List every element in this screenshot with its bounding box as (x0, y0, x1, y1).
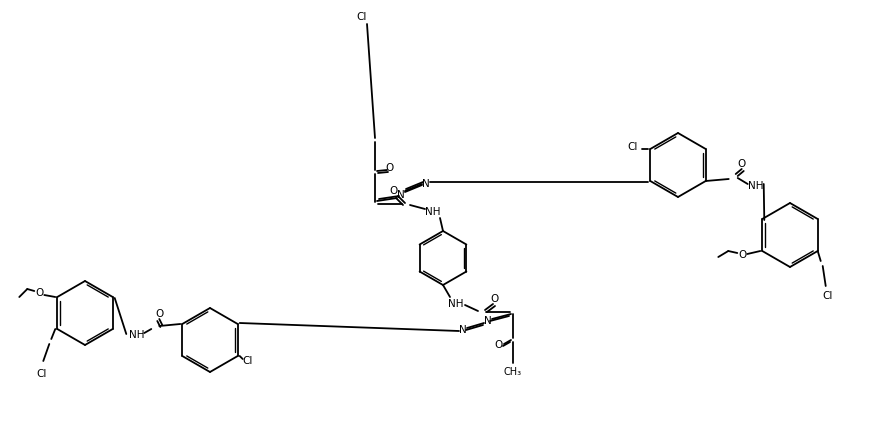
Text: O: O (737, 250, 746, 260)
Text: O: O (737, 159, 745, 169)
Text: O: O (490, 294, 499, 304)
Text: O: O (390, 186, 398, 196)
Text: NH: NH (424, 207, 440, 217)
Text: NH: NH (747, 181, 763, 191)
Text: N: N (422, 179, 430, 189)
Text: O: O (35, 288, 43, 298)
Text: O: O (155, 309, 163, 319)
Text: Cl: Cl (821, 291, 832, 301)
Text: Cl: Cl (242, 356, 253, 366)
Text: NH: NH (128, 330, 144, 340)
Text: Cl: Cl (36, 369, 46, 379)
Text: O: O (494, 340, 502, 350)
Text: N: N (484, 316, 492, 326)
Text: O: O (385, 163, 393, 173)
Text: N: N (397, 190, 404, 200)
Text: N: N (459, 325, 466, 335)
Text: Cl: Cl (626, 142, 637, 152)
Text: Cl: Cl (356, 12, 367, 22)
Text: CH₃: CH₃ (503, 367, 522, 377)
Text: NH: NH (447, 299, 463, 309)
